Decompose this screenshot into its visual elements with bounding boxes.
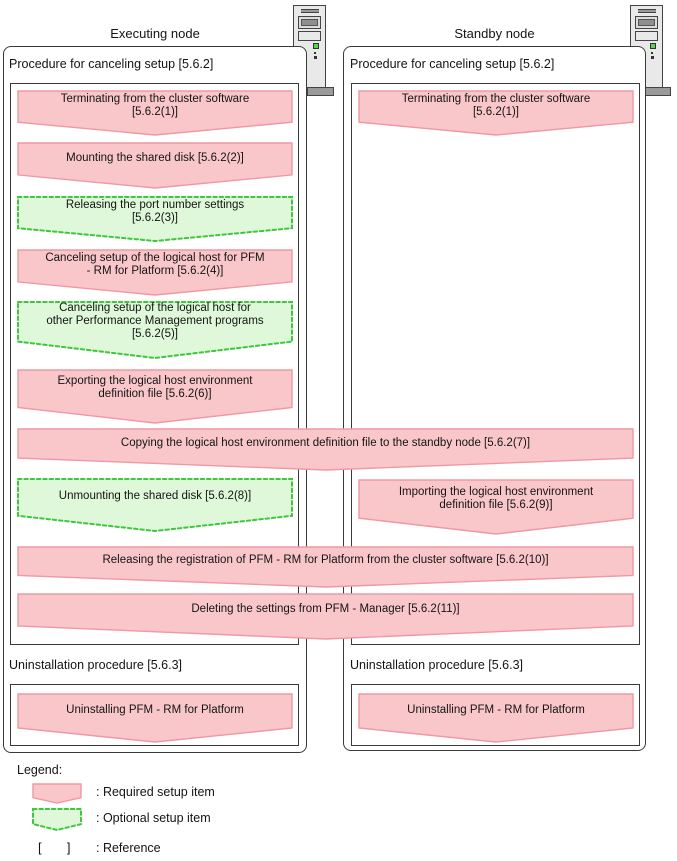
legend-optional-label: : Optional setup item (96, 811, 211, 825)
step-exec-releasing-ports: Releasing the port number settings [5.6.… (17, 196, 293, 243)
chevron-shape (17, 90, 293, 136)
server-drive-bay (298, 31, 321, 41)
step-exec-terminating: Terminating from the cluster software [5… (17, 90, 293, 136)
legend-title: Legend: (17, 763, 63, 777)
legend-reference-label: : Reference (96, 841, 161, 855)
step-label: Importing the logical host environment d… (398, 485, 594, 511)
chevron-shape (17, 546, 634, 588)
server-mark (651, 52, 653, 54)
step-label: Releasing the port number settings [5.6.… (65, 199, 245, 225)
chevron-shape (32, 808, 82, 832)
chevron-shape (17, 196, 293, 243)
step-label: Canceling setup of the logical host for … (45, 252, 265, 278)
chevron-shape (358, 693, 634, 743)
server-drive-bay (635, 16, 658, 29)
step-label: Terminating from the cluster software [5… (60, 93, 250, 119)
step-exec-exporting: Exporting the logical host environment d… (17, 369, 293, 424)
step-label: Releasing the registration of PFM - RM f… (102, 554, 549, 567)
column-title-standby-node: Standby node (454, 26, 535, 41)
legend-reference-symbol: [ ] (38, 840, 77, 855)
uninstall-section-label-standby: Uninstallation procedure [5.6.3] (350, 658, 524, 672)
step-label: Terminating from the cluster software [5… (401, 93, 591, 119)
chevron-shape (358, 90, 634, 136)
step-label: Uninstalling PFM - RM for Platform (66, 704, 244, 716)
server-led (650, 43, 656, 49)
step-exec-cancel-setup-pfm-rm: Canceling setup of the logical host for … (17, 249, 293, 296)
step-copying-to-standby: Copying the logical host environment def… (17, 428, 634, 471)
chevron-shape (17, 428, 634, 471)
column-title-executing-node: Executing node (110, 26, 200, 41)
server-led (313, 43, 319, 49)
server-mark (651, 56, 654, 59)
step-exec-uninstalling: Uninstalling PFM - RM for Platform (17, 693, 293, 743)
step-label: Exporting the logical host environment d… (57, 375, 253, 401)
server-vent (301, 9, 319, 13)
uninstall-section-label-executing: Uninstallation procedure [5.6.3] (9, 658, 183, 672)
procedure-section-label-executing: Procedure for canceling setup [5.6.2] (9, 57, 214, 71)
chevron-shape (17, 249, 293, 296)
server-drive-bay-inner (638, 19, 655, 26)
step-label: Unmounting the shared disk [5.6.2(8)] (58, 490, 252, 503)
step-label: Canceling setup of the logical host for … (46, 301, 264, 340)
chevron-shape (358, 479, 634, 535)
server-mark (314, 52, 316, 54)
chevron-shape (17, 693, 293, 743)
legend-required-label: : Required setup item (96, 785, 215, 799)
server-base (307, 87, 334, 96)
step-label: Deleting the settings from PFM - Manager… (191, 602, 460, 615)
step-standby-uninstalling: Uninstalling PFM - RM for Platform (358, 693, 634, 743)
step-exec-cancel-setup-other-pm: Canceling setup of the logical host for … (17, 301, 293, 360)
step-label: Mounting the shared disk [5.6.2(2)] (66, 151, 244, 164)
step-exec-mounting: Mounting the shared disk [5.6.2(2)] (17, 142, 293, 189)
chevron-shape (17, 478, 293, 533)
chevron-shape (17, 369, 293, 424)
chevron-shape (17, 142, 293, 189)
step-label: Uninstalling PFM - RM for Platform (407, 704, 585, 716)
step-standby-importing: Importing the logical host environment d… (358, 479, 634, 535)
step-releasing-registration: Releasing the registration of PFM - RM f… (17, 546, 634, 588)
procedure-section-label-standby: Procedure for canceling setup [5.6.2] (350, 57, 555, 71)
step-exec-unmounting: Unmounting the shared disk [5.6.2(8)] (17, 478, 293, 533)
step-deleting-settings: Deleting the settings from PFM - Manager… (17, 593, 634, 640)
legend-required-shape (32, 783, 82, 804)
chevron-shape (32, 783, 82, 804)
step-label: Copying the logical host environment def… (120, 436, 531, 449)
server-mark (314, 56, 317, 59)
server-drive-bay-inner (301, 19, 318, 26)
legend-optional-shape (32, 808, 82, 832)
chevron-shape (17, 593, 634, 640)
chevron-shape (17, 301, 293, 360)
step-standby-terminating: Terminating from the cluster software [5… (358, 90, 634, 136)
server-drive-bay (635, 31, 658, 41)
server-base (644, 87, 671, 96)
server-drive-bay (298, 16, 321, 29)
server-vent (638, 9, 656, 13)
